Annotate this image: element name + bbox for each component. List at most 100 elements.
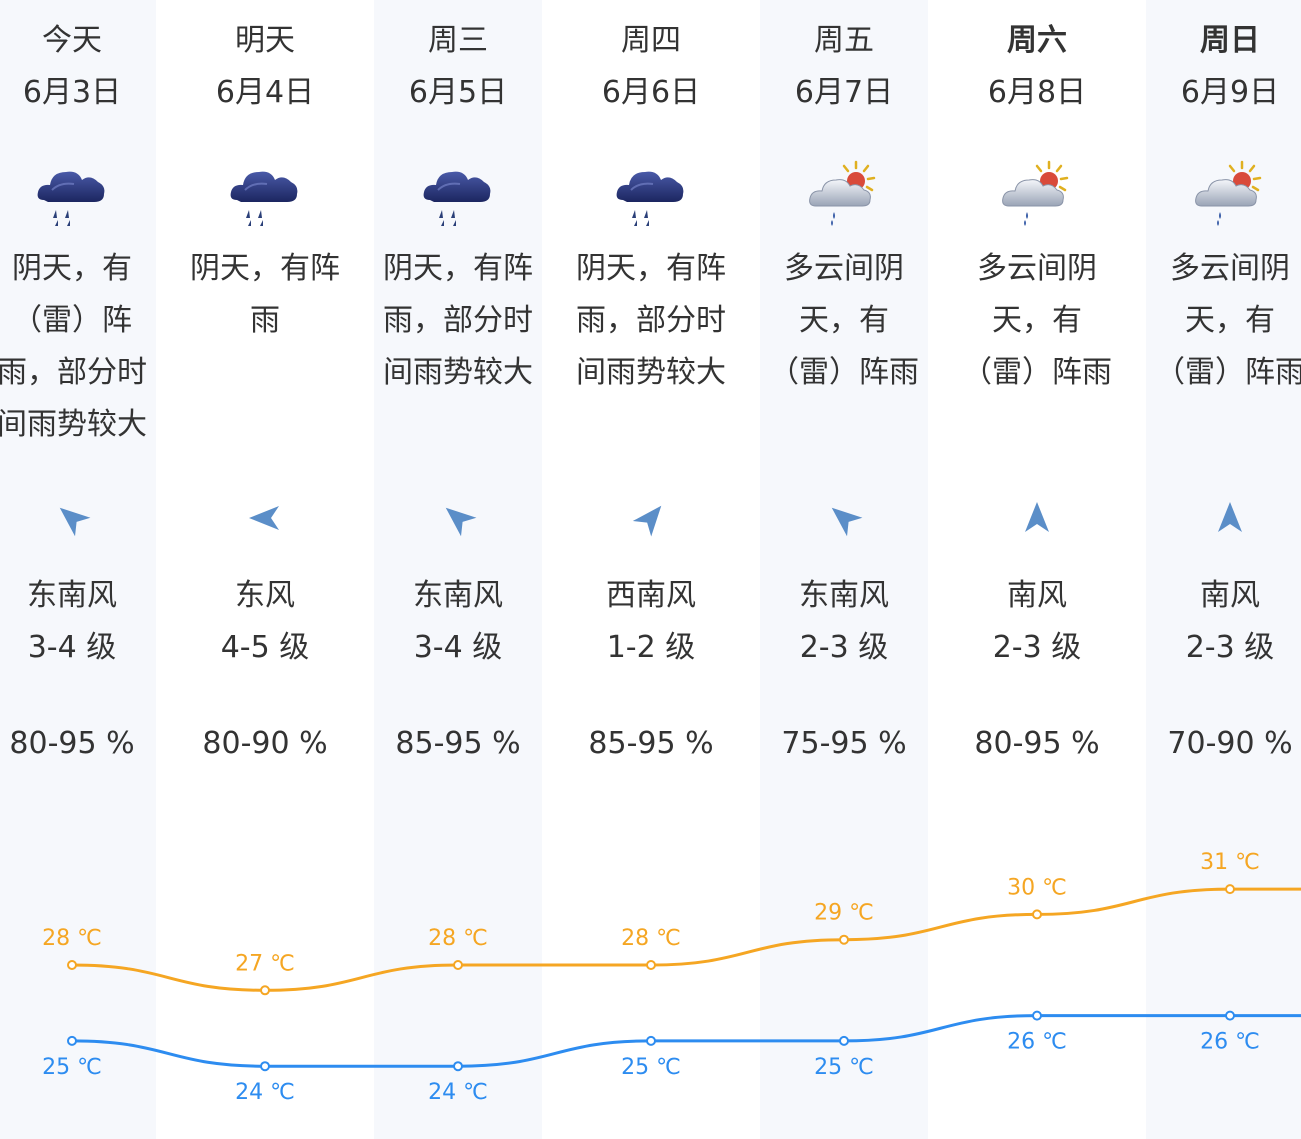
low-temp-point: [1225, 1010, 1235, 1021]
humidity: 85-95 %: [395, 726, 521, 761]
wind-level: 2-3 级: [1185, 630, 1275, 665]
weather-description: 阴天，有阵 雨，部分时 间雨势较大: [571, 243, 731, 399]
weather-description-line: 间雨势较大: [383, 355, 533, 390]
wind-level: 2-3 级: [799, 630, 889, 665]
weather-description-line: 雨: [250, 303, 280, 338]
weather-description-line: 天，有: [799, 303, 889, 338]
weather-description-line: （雷）阵雨: [1155, 355, 1301, 390]
wind-arrow-north-icon: [1208, 496, 1252, 540]
date-label: 6月3日: [22, 75, 122, 110]
wind-level: 2-3 级: [992, 630, 1082, 665]
low-temp-point: [839, 1035, 849, 1046]
heavy-rain-cloud-icon: [227, 160, 303, 228]
low-temp-label: 25 ℃: [814, 1055, 874, 1080]
low-temp-point: [646, 1035, 656, 1046]
weather-description-line: 天，有: [992, 303, 1082, 338]
weather-description-line: 间雨势较大: [0, 407, 147, 442]
date-label: 6月4日: [215, 75, 315, 110]
wind-level: 4-5 级: [220, 630, 310, 665]
day-label: 周五: [814, 23, 874, 58]
date-label: 6月8日: [987, 75, 1087, 110]
weather-description-line: 间雨势较大: [576, 355, 726, 390]
wind-arrow-northeast-icon: [629, 496, 673, 540]
weather-description-line: 阴天，有阵: [190, 251, 340, 286]
date-label: 6月6日: [601, 75, 701, 110]
humidity: 70-90 %: [1167, 726, 1293, 761]
humidity: 80-95 %: [9, 726, 135, 761]
wind-direction: 东南风: [27, 578, 117, 613]
partly-cloudy-rain-icon: [806, 160, 882, 228]
weather-description: 多云间阴天，有 （雷）阵雨: [957, 243, 1117, 399]
partly-cloudy-rain-icon: [999, 160, 1075, 228]
heavy-rain-cloud-icon: [420, 160, 496, 228]
low-temp-point: [453, 1061, 463, 1072]
high-temp-label: 27 ℃: [235, 951, 295, 976]
low-temp-label: 24 ℃: [428, 1080, 488, 1105]
forecast-day-column: 明天 6月4日阴天，有阵雨东风 4-5 级 80-90 %: [181, 0, 349, 1139]
low-temp-label: 25 ℃: [621, 1055, 681, 1080]
forecast-day-column: 周五 6月7日 多云间阴 天，有 （雷）阵雨 东南风 2-3 级 75-95 %: [760, 0, 928, 1139]
weather-description: 阴天，有 （雷）阵 雨，部分时 间雨势较大: [0, 243, 152, 451]
forecast-day-column: 周四 6月6日 阴天，有阵 雨，部分时 间雨势较大 西南风 1-2 级 85-95 %: [567, 0, 735, 1139]
wind-direction: 东南风: [413, 578, 503, 613]
wind-arrow-northwest-icon: [50, 496, 94, 540]
wind-direction: 南风: [1007, 578, 1067, 613]
weather-description-line: 多云间阴: [784, 251, 904, 286]
low-temp-label: 26 ℃: [1200, 1030, 1260, 1055]
partly-cloudy-rain-icon: [1192, 160, 1268, 228]
wind-arrow-northwest-icon: [822, 496, 866, 540]
low-temp-label: 25 ℃: [42, 1055, 102, 1080]
forecast-day-column: 周三 6月5日 阴天，有阵 雨，部分时 间雨势较大 东南风 3-4 级 85-95 %: [374, 0, 542, 1139]
high-temp-point: [839, 934, 849, 945]
high-temp-label: 31 ℃: [1200, 850, 1260, 875]
weather-description-line: 多云间阴: [977, 251, 1097, 286]
wind-direction: 西南风: [606, 578, 696, 613]
low-temp-point: [1032, 1010, 1042, 1021]
high-temp-point: [1032, 909, 1042, 920]
weather-description-line: 阴天，有阵: [383, 251, 533, 286]
day-label: 明天: [235, 23, 295, 58]
low-temp-label: 26 ℃: [1007, 1030, 1067, 1055]
weather-description-line: 多云间阴: [1170, 251, 1290, 286]
high-temp-line: [71, 887, 1301, 992]
date-label: 6月9日: [1180, 75, 1280, 110]
high-temp-label: 28 ℃: [428, 926, 488, 951]
weather-description: 阴天，有阵雨: [185, 243, 345, 347]
high-temp-label: 28 ℃: [42, 926, 102, 951]
weather-description: 多云间阴天，有 （雷）阵雨: [1150, 243, 1301, 399]
wind-arrow-north-icon: [1015, 496, 1059, 540]
high-temp-point: [453, 960, 463, 970]
low-temp-point: [67, 1035, 77, 1046]
weather-description-line: 天，有: [1185, 303, 1275, 338]
high-temp-point: [1225, 884, 1235, 895]
humidity: 85-95 %: [588, 726, 714, 761]
humidity: 80-95 %: [974, 726, 1100, 761]
low-temp-line: [71, 1014, 1301, 1068]
low-temp-point: [260, 1061, 270, 1072]
wind-arrow-west-icon: [243, 496, 287, 540]
weather-description-line: 雨，部分时: [0, 355, 147, 390]
weather-description-line: （雷）阵雨: [962, 355, 1112, 390]
high-temp-label: 28 ℃: [621, 926, 681, 951]
forecast-day-column: 周六 6月8日 多云间阴 天，有 （雷）阵雨 南风 2-3 级 80-95 %: [953, 0, 1121, 1139]
weather-description-line: 雨，部分时: [383, 303, 533, 338]
day-label: 周四: [621, 23, 681, 58]
wind-arrow-northwest-icon: [436, 496, 480, 540]
weather-description-line: 阴天，有: [12, 251, 132, 286]
weather-description: 多云间阴天，有 （雷）阵雨: [764, 243, 924, 399]
wind-level: 3-4 级: [27, 630, 117, 665]
high-temp-point: [67, 960, 77, 970]
wind-direction: 东风: [235, 578, 295, 613]
forecast-day-column: 今天 6月3日 阴天，有 （雷）阵 雨，部分时 间雨势较大 东南风 3-4 级 80-95 %: [0, 0, 156, 1139]
wind-direction: 东南风: [799, 578, 889, 613]
heavy-rain-cloud-icon: [34, 160, 110, 228]
weather-description: 阴天，有阵雨，部分时间雨势较大: [378, 243, 538, 399]
forecast-day-column: 周日 6月9日 多云间阴 天，有 （雷）阵雨 南风 2-3 级 70-90 %: [1146, 0, 1301, 1139]
weather-description-line: （雷）阵雨: [769, 355, 919, 390]
humidity: 80-90 %: [202, 726, 328, 761]
low-temp-label: 24 ℃: [235, 1080, 295, 1105]
high-temp-label: 29 ℃: [814, 901, 874, 926]
wind-direction: 南风: [1200, 578, 1260, 613]
